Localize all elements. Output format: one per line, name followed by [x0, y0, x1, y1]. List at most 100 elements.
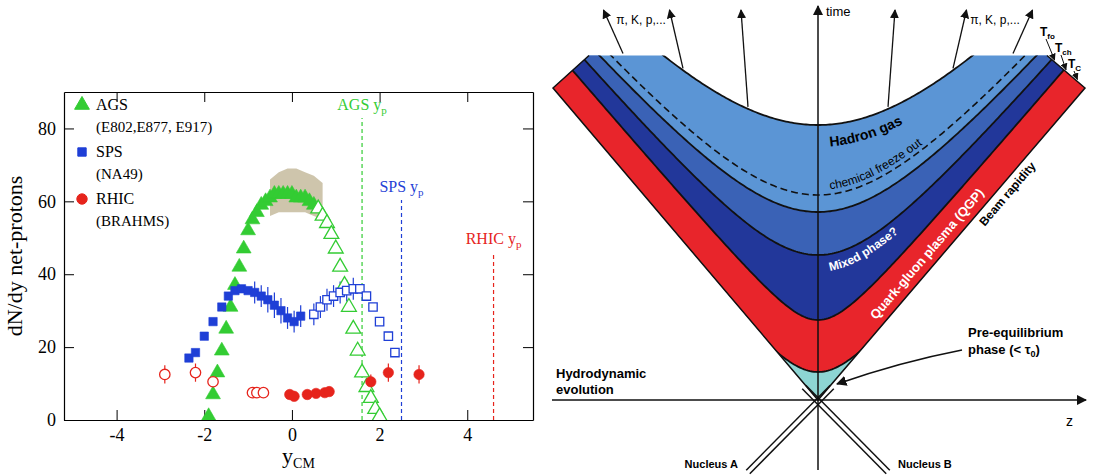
reference-label-sub: p — [516, 238, 522, 250]
data-point — [384, 332, 392, 340]
tick-label: -2 — [197, 425, 212, 445]
phase-boundary — [518, 66, 1093, 372]
beam-rapidity-label-path: Beam rapidity — [976, 159, 1039, 229]
legend-marker — [77, 194, 87, 204]
hadron-gas-label-path: Hadron gas — [829, 112, 905, 150]
freeze-out-label-path: chemical freeze out — [828, 135, 924, 192]
z-axis-label: z — [1066, 413, 1073, 429]
reference-line — [493, 252, 494, 420]
tick — [523, 128, 533, 129]
hydro-label: evolution — [556, 382, 614, 397]
tick: 4 — [463, 410, 472, 445]
qgp-label-path: Quark-gluon plasma (QGP) — [867, 185, 987, 322]
tick — [523, 347, 533, 348]
data-point — [206, 386, 221, 399]
tick-label: 20 — [38, 337, 56, 357]
data-point — [208, 377, 218, 387]
tick-mark — [292, 410, 293, 420]
nucleus-label: Nucleus A — [685, 458, 738, 470]
tick-mark — [467, 92, 468, 102]
legend-marker — [75, 96, 90, 109]
hadron-gas-region — [518, 0, 1093, 475]
light-cone-outline — [553, 56, 1085, 401]
temperature-arrow — [1074, 71, 1077, 80]
data-point — [190, 367, 200, 377]
temperature-sub: C — [1075, 64, 1081, 73]
tick-mark — [523, 274, 533, 275]
reference-label: RHIC yp — [466, 230, 522, 250]
x-axis: -4-2024 — [65, 410, 534, 445]
mixed-phase-region — [518, 0, 1093, 475]
data-point — [214, 342, 229, 355]
nucleus-label: Nucleus B — [898, 458, 952, 470]
legend-label: AGS — [96, 96, 128, 113]
pre-equilibrium-region — [518, 66, 1093, 475]
data-point — [350, 342, 365, 355]
mixed-phase-label-path: Mixed phase? — [827, 224, 900, 274]
tick: 40 — [38, 264, 74, 284]
phase-boundary — [518, 0, 1093, 255]
tick-label: 0 — [288, 425, 297, 445]
data-point — [366, 377, 376, 387]
reference-label-sub: p — [418, 186, 424, 198]
tick-mark — [523, 347, 533, 348]
axis-line — [64, 93, 65, 421]
tick-mark — [64, 201, 74, 202]
freeze-out-label: chemical freeze out — [828, 135, 924, 192]
mixed-phase-label: Mixed phase? — [827, 224, 900, 274]
temperature-arrow — [1061, 55, 1066, 70]
tick-label: -4 — [110, 425, 125, 445]
tick-label: 40 — [38, 264, 56, 284]
tick-mark — [523, 201, 533, 202]
data-point — [209, 317, 217, 325]
particle-label: π, K, p,... — [616, 13, 666, 27]
particle-arrow — [670, 10, 684, 68]
transition-region — [518, 0, 1093, 475]
data-point — [391, 348, 399, 356]
reference-label: AGS yp — [337, 96, 387, 116]
data-point — [258, 387, 268, 397]
pre-equilibrium-text: phase (< τ — [968, 342, 1031, 357]
tick-mark — [523, 420, 533, 421]
x-axis-top — [65, 92, 534, 102]
tick — [523, 420, 533, 421]
tick: 80 — [38, 119, 74, 139]
reference-label-main: AGS y — [337, 96, 381, 114]
data-point — [369, 303, 377, 311]
tick-label: 0 — [47, 410, 56, 430]
data-point — [219, 320, 234, 333]
qgp-region — [518, 7, 1093, 475]
data-point — [362, 292, 370, 300]
freeze-out-boundary — [518, 0, 1093, 195]
reference-line — [401, 200, 402, 420]
axis-line — [65, 420, 534, 421]
phase-layers — [518, 0, 1093, 475]
phase-boundary — [518, 7, 1093, 320]
tick-mark — [117, 410, 118, 420]
particle-label: π, K, p,... — [970, 13, 1020, 27]
y-axis-title: dN/dy net-protons — [2, 176, 27, 337]
tick — [523, 201, 533, 202]
data-point — [201, 408, 216, 420]
tick: -4 — [110, 410, 125, 445]
data-point — [218, 303, 226, 311]
tick: 60 — [38, 192, 74, 212]
tick-mark — [292, 92, 293, 102]
data-point — [363, 390, 378, 403]
data-point — [200, 332, 208, 340]
tick: 0 — [288, 410, 297, 445]
pre-equilibrium-label: Pre-equilibrium — [968, 325, 1063, 340]
x-axis-title-sub: CM — [293, 456, 315, 471]
tick — [204, 92, 205, 102]
hydro-label: Hydrodynamic — [556, 366, 646, 381]
temperature-label: Tch — [1055, 41, 1072, 57]
nucleus-track — [806, 385, 890, 470]
reference-label-main: SPS y — [379, 178, 418, 196]
reference-label: SPS yp — [379, 178, 424, 198]
qgp-label: Quark-gluon plasma (QGP) — [867, 185, 987, 322]
particle-arrow — [953, 10, 967, 68]
data-point — [324, 386, 334, 396]
y-axis-right — [523, 93, 534, 421]
tick-mark — [64, 347, 74, 348]
data-point — [236, 240, 251, 253]
